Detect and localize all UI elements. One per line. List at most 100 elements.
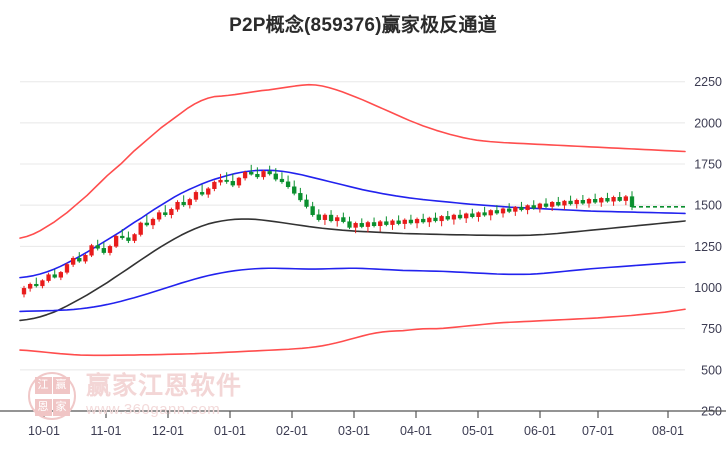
band-line-lower_band [19,308,686,357]
candle-body [537,203,543,209]
candle-body [224,179,229,182]
candle-body [451,214,457,220]
candle-body [27,283,33,289]
candle-body [353,223,358,228]
y-axis-tick-label: 1750 [694,158,722,172]
candle-body [384,221,389,225]
candle-body [21,288,27,295]
candle-body [199,192,205,195]
candle-body [163,212,168,215]
candle-body [500,208,506,214]
candle-body [629,196,635,208]
candle-body [58,272,63,278]
candle-body [255,173,260,178]
candle-body [611,197,616,202]
candle-body [187,199,192,206]
x-axis-tick-label: 06-01 [524,424,556,438]
candle-body [476,212,481,217]
candle-body [433,217,438,222]
x-axis-tick-label: 02-01 [276,424,308,438]
band-line-upper_mid_band [19,169,686,279]
candle-body [531,205,536,209]
candle-body [40,280,45,287]
candle-body [95,245,100,249]
candle-body [586,199,592,204]
candle-body [83,254,88,262]
candle-body [181,201,186,206]
candle-body [605,198,610,202]
candle-body [230,181,235,186]
candle-body [568,200,573,205]
candle-body [378,221,383,227]
candle-body [414,218,420,224]
candle-body [427,217,432,223]
x-axis-tick-label: 10-01 [28,424,60,438]
candle-body [617,197,622,201]
candle-body [236,177,242,186]
candle-body [46,274,51,281]
x-axis-tick-label: 01-01 [214,424,246,438]
candle-body [580,200,586,204]
candle-body [298,193,303,201]
candle-body [218,179,223,183]
x-axis-tick-label: 11-01 [90,424,121,438]
candle-body [273,173,278,180]
candle-body [316,214,321,220]
candle-body [525,205,530,211]
candle-body [279,178,285,183]
candle-body [543,203,549,207]
candle-body [77,257,82,262]
candle-body [439,216,444,222]
y-axis-tick-label: 1000 [694,281,722,295]
x-axis-tick-label: 12-01 [152,424,184,438]
candle-body [206,188,211,195]
candle-body [623,196,629,201]
x-axis-tick-label: 03-01 [338,424,370,438]
candle-body [193,192,199,200]
y-axis-tick-label: 2250 [694,75,722,89]
chart-title: P2P概念(859376)赢家极反通道 [229,15,497,36]
candle-body [593,199,598,203]
candle-body [470,213,475,217]
y-axis-tick-label: 2000 [694,116,722,130]
candle-body [304,199,309,207]
candle-body [267,171,272,175]
candle-body [70,257,76,265]
candle-body [310,206,315,215]
candle-body [365,222,371,227]
candle-body [249,172,254,175]
candle-body [261,171,266,178]
candle-body [34,283,39,287]
band-line-middle_line [19,218,686,322]
candle-body [494,210,500,214]
candle-body [464,213,469,219]
candle-body [138,222,143,235]
candle-body [120,235,125,239]
candle-body [64,264,70,273]
candle-body [212,181,217,189]
candle-body [285,181,291,187]
candle-body [101,248,106,253]
candle-body [126,237,131,241]
band-line-lower_mid_band [19,261,686,313]
candle-body [328,214,334,222]
candle-body [513,206,518,212]
candle-body [113,235,119,247]
candle-body [519,206,524,211]
y-axis-tick-label: 1250 [694,240,722,254]
candle-body [556,201,561,206]
y-axis-tick-label: 500 [701,363,722,377]
candle-body [107,246,113,253]
candle-body [562,200,567,206]
candle-body [156,212,162,220]
candle-body [175,201,180,210]
candle-body [144,222,149,226]
candle-body [322,214,328,220]
candle-body [507,208,512,212]
candle-body [242,172,248,179]
candle-body [390,220,395,225]
band-line-upper_band [19,83,686,239]
candle-body [347,221,352,228]
x-axis-tick-label: 07-01 [582,424,614,438]
